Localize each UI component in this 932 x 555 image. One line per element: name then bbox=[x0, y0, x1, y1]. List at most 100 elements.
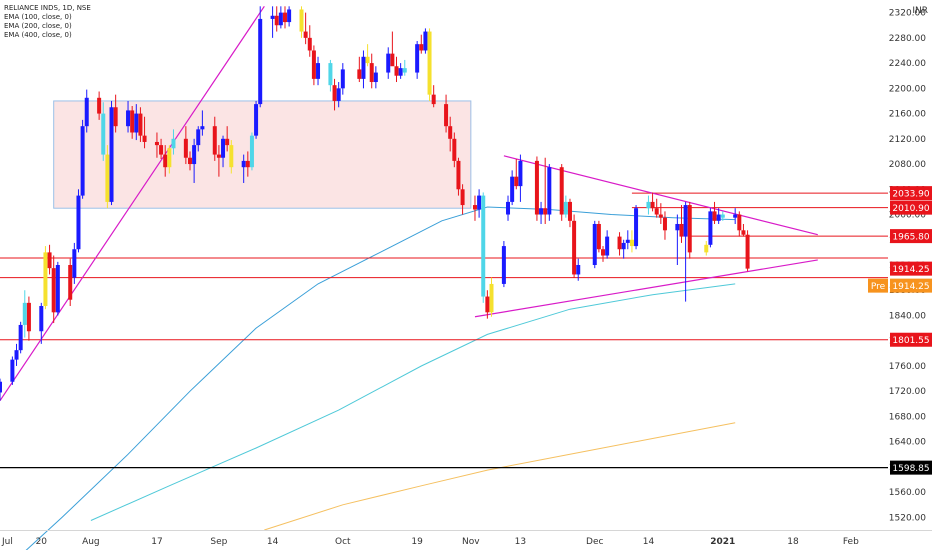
candle-body bbox=[258, 18, 263, 105]
price-tag-box bbox=[890, 460, 932, 475]
candle-body bbox=[287, 9, 292, 23]
candle-body bbox=[97, 97, 102, 114]
candle-body bbox=[51, 268, 56, 313]
candle-body bbox=[460, 189, 465, 206]
candle-body bbox=[687, 205, 692, 253]
candle-body bbox=[14, 350, 19, 360]
price-tag-box bbox=[890, 186, 932, 201]
candle-body bbox=[340, 69, 345, 89]
y-tick-label: 1520.00 bbox=[889, 513, 926, 523]
candle-body bbox=[543, 208, 548, 215]
trendline bbox=[0, 5, 265, 401]
ema100-legend: EMA (100, close, 0) bbox=[4, 13, 72, 21]
candle-body bbox=[518, 160, 523, 187]
candle-body bbox=[282, 12, 287, 23]
x-tick-label: 19 bbox=[411, 537, 423, 547]
candle-body bbox=[299, 9, 304, 32]
candle-body bbox=[386, 53, 391, 73]
x-tick-label: 14 bbox=[643, 537, 655, 547]
candle-body bbox=[592, 223, 597, 265]
candle-body bbox=[200, 126, 205, 130]
candle-body bbox=[303, 31, 308, 38]
price-tags-layer: 2033.90 2010.90 1965.80 1914.25 1914.25 Pre 18… bbox=[868, 186, 932, 475]
candle-body bbox=[336, 88, 341, 101]
candle-body bbox=[142, 135, 147, 142]
trendline bbox=[474, 259, 818, 318]
y-tick-label: 1720.00 bbox=[889, 387, 926, 397]
candle-body bbox=[625, 239, 630, 243]
consolidation-box-layer bbox=[53, 100, 472, 209]
candle-body bbox=[708, 211, 713, 245]
candle-body bbox=[716, 214, 721, 221]
candle-body bbox=[183, 138, 188, 158]
candle-body bbox=[84, 97, 89, 127]
candle-body bbox=[130, 110, 135, 133]
candle-body bbox=[559, 167, 564, 215]
y-tick-label: 1560.00 bbox=[889, 488, 926, 498]
candle-body bbox=[113, 107, 118, 127]
candle-body bbox=[481, 195, 486, 297]
x-tick-label: Oct bbox=[335, 537, 351, 547]
candle-body bbox=[365, 56, 370, 64]
candle-body bbox=[241, 160, 246, 168]
candle-body bbox=[741, 230, 746, 235]
y-tick-label: 2000.00 bbox=[889, 211, 926, 221]
candle-body bbox=[737, 214, 742, 231]
candle-body bbox=[720, 214, 725, 218]
candle-body bbox=[80, 126, 85, 196]
candle-body bbox=[419, 44, 424, 51]
pre-market-label: Pre bbox=[871, 282, 886, 292]
ema200-legend: EMA (200, close, 0) bbox=[4, 22, 72, 30]
y-tick-label: 1680.00 bbox=[889, 412, 926, 422]
price-tag-label: 1598.85 bbox=[892, 464, 929, 474]
x-tick-label: Dec bbox=[586, 537, 603, 547]
candle-body bbox=[328, 63, 333, 86]
candle-body bbox=[596, 223, 601, 250]
price-tag-box bbox=[890, 278, 932, 293]
candle-body bbox=[510, 176, 515, 202]
y-tick-label: 1640.00 bbox=[889, 438, 926, 448]
candle-body bbox=[72, 249, 77, 278]
candle-body bbox=[245, 160, 250, 168]
candle-body bbox=[576, 265, 581, 275]
candle-body bbox=[634, 208, 639, 247]
y-tick-label: 1760.00 bbox=[889, 362, 926, 372]
price-tag-label: 1914.25 bbox=[892, 282, 929, 292]
candle-body bbox=[167, 148, 172, 168]
candle-body bbox=[163, 154, 168, 168]
currency-label: INR bbox=[912, 6, 928, 16]
candle-body bbox=[229, 145, 234, 168]
candle-body bbox=[171, 138, 176, 149]
candle-body bbox=[101, 113, 106, 155]
candle-body bbox=[629, 239, 634, 247]
candle-body bbox=[547, 167, 552, 215]
y-tick-label: 1840.00 bbox=[889, 311, 926, 321]
price-tag-label: 1965.80 bbox=[892, 233, 929, 243]
candle-body bbox=[563, 201, 568, 215]
candle-body bbox=[621, 242, 626, 250]
candle-body bbox=[187, 157, 192, 165]
candle-body bbox=[373, 72, 378, 83]
price-tag-box bbox=[890, 200, 932, 215]
candle-body bbox=[489, 283, 494, 313]
ema400-legend: EMA (400, close, 0) bbox=[4, 31, 72, 39]
candle-body bbox=[662, 217, 667, 231]
candle-body bbox=[605, 236, 610, 256]
candle-body bbox=[22, 302, 27, 325]
x-tick-label: 2021 bbox=[710, 537, 735, 547]
candle-body bbox=[225, 138, 230, 146]
candle-body bbox=[601, 249, 606, 256]
candle-body bbox=[10, 359, 15, 382]
ema-line bbox=[90, 283, 736, 521]
pre-market-badge bbox=[868, 278, 888, 293]
candle-body bbox=[274, 15, 279, 26]
y-tick-label: 2080.00 bbox=[889, 160, 926, 170]
candle-body bbox=[18, 324, 23, 351]
candle-body bbox=[126, 110, 131, 127]
y-tick-label: 2120.00 bbox=[889, 135, 926, 145]
candle-body bbox=[398, 68, 403, 76]
candle-body bbox=[212, 126, 217, 155]
candle-body bbox=[26, 302, 31, 332]
x-tick-label: Nov bbox=[462, 537, 480, 547]
